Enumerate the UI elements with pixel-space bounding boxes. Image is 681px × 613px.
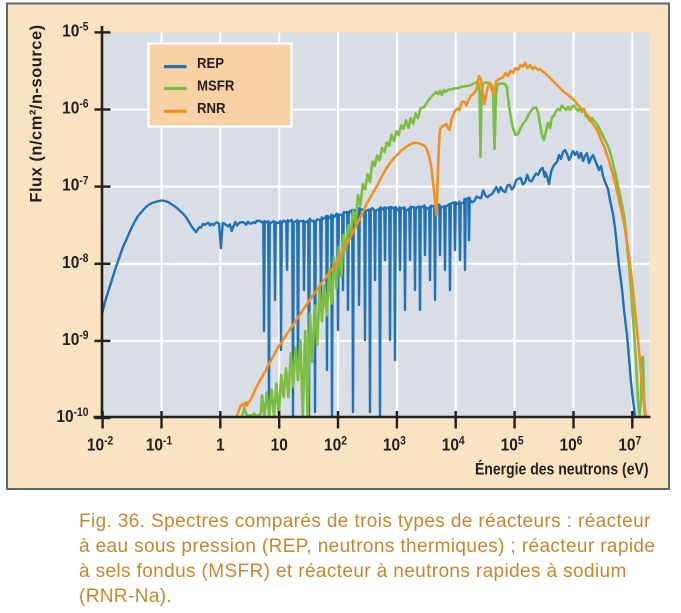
- svg-text:REP: REP: [197, 54, 224, 71]
- svg-text:RNR: RNR: [197, 99, 226, 116]
- svg-text:Flux (n/cm²/n-source): Flux (n/cm²/n-source): [28, 24, 46, 202]
- svg-text:MSFR: MSFR: [197, 77, 234, 94]
- svg-text:10: 10: [271, 434, 288, 454]
- svg-text:1: 1: [216, 434, 225, 454]
- svg-text:Énergie des neutrons (eV): Énergie des neutrons (eV): [475, 461, 649, 479]
